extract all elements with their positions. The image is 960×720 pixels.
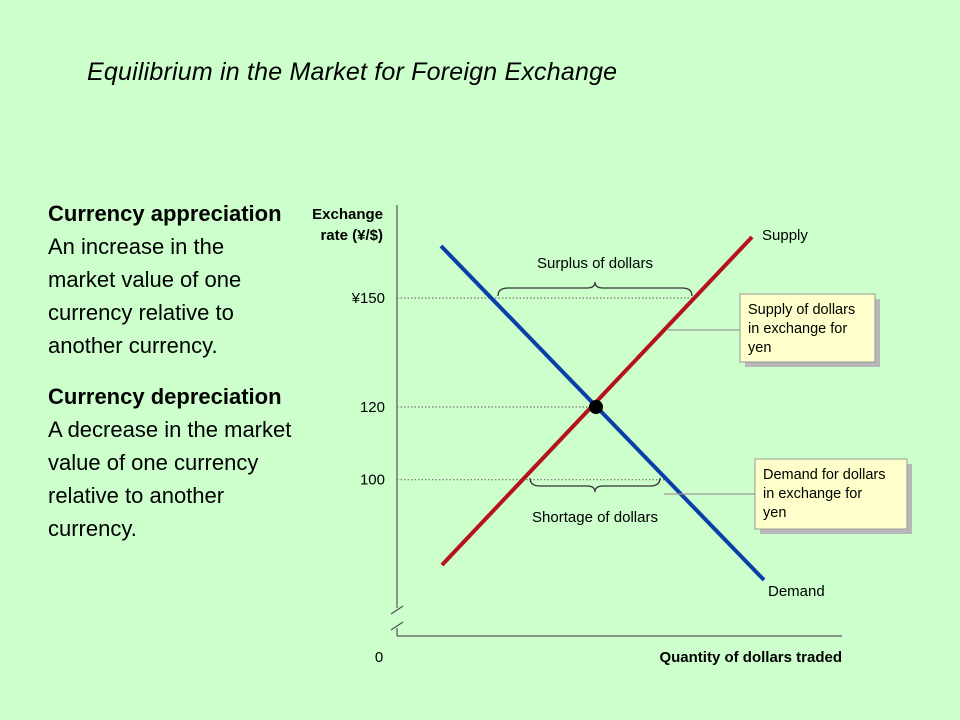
origin-label: 0 (375, 649, 383, 666)
supply-callout-text: in exchange for (748, 321, 847, 337)
supply-label: Supply (762, 227, 808, 244)
demand-callout-text: Demand for dollars (763, 467, 886, 483)
surplus-label: Surplus of dollars (537, 255, 653, 272)
supply-callout-text: yen (748, 340, 771, 356)
demand-curve (439, 244, 766, 582)
definition-term: Currency appreciation (48, 201, 282, 226)
axis-break-mark (390, 621, 404, 631)
demand-callout-text: in exchange for (763, 486, 862, 502)
definition-text: An increase in the market value of one c… (48, 234, 242, 358)
definition-appreciation: Currency appreciation An increase in the… (48, 197, 293, 362)
definitions-panel: Currency appreciation An increase in the… (48, 197, 293, 545)
shortage-brace (529, 477, 661, 493)
demand-callout-text: yen (763, 505, 786, 521)
supply-callout-text: Supply of dollars (748, 302, 855, 318)
y-tick-label: ¥150 (351, 290, 385, 307)
y-tick-label: 120 (360, 399, 385, 416)
slide-title: Equilibrium in the Market for Foreign Ex… (87, 58, 618, 86)
y-axis-label: Exchange (312, 206, 383, 223)
definition-term: Currency depreciation (48, 384, 282, 409)
shortage-label: Shortage of dollars (532, 509, 658, 526)
axis-break-mark (390, 605, 404, 615)
y-axis-label: rate (¥/$) (320, 227, 383, 244)
definition-depreciation: Currency depreciation A decrease in the … (48, 380, 293, 545)
definition-text: A decrease in the market value of one cu… (48, 417, 292, 541)
x-axis-label: Quantity of dollars traded (659, 649, 842, 666)
equilibrium-point (589, 400, 603, 414)
surplus-brace (497, 281, 693, 297)
demand-label: Demand (768, 583, 825, 600)
demand-callout-box (754, 458, 908, 530)
supply-callout-box (739, 293, 876, 363)
y-tick-label: 100 (360, 472, 385, 489)
